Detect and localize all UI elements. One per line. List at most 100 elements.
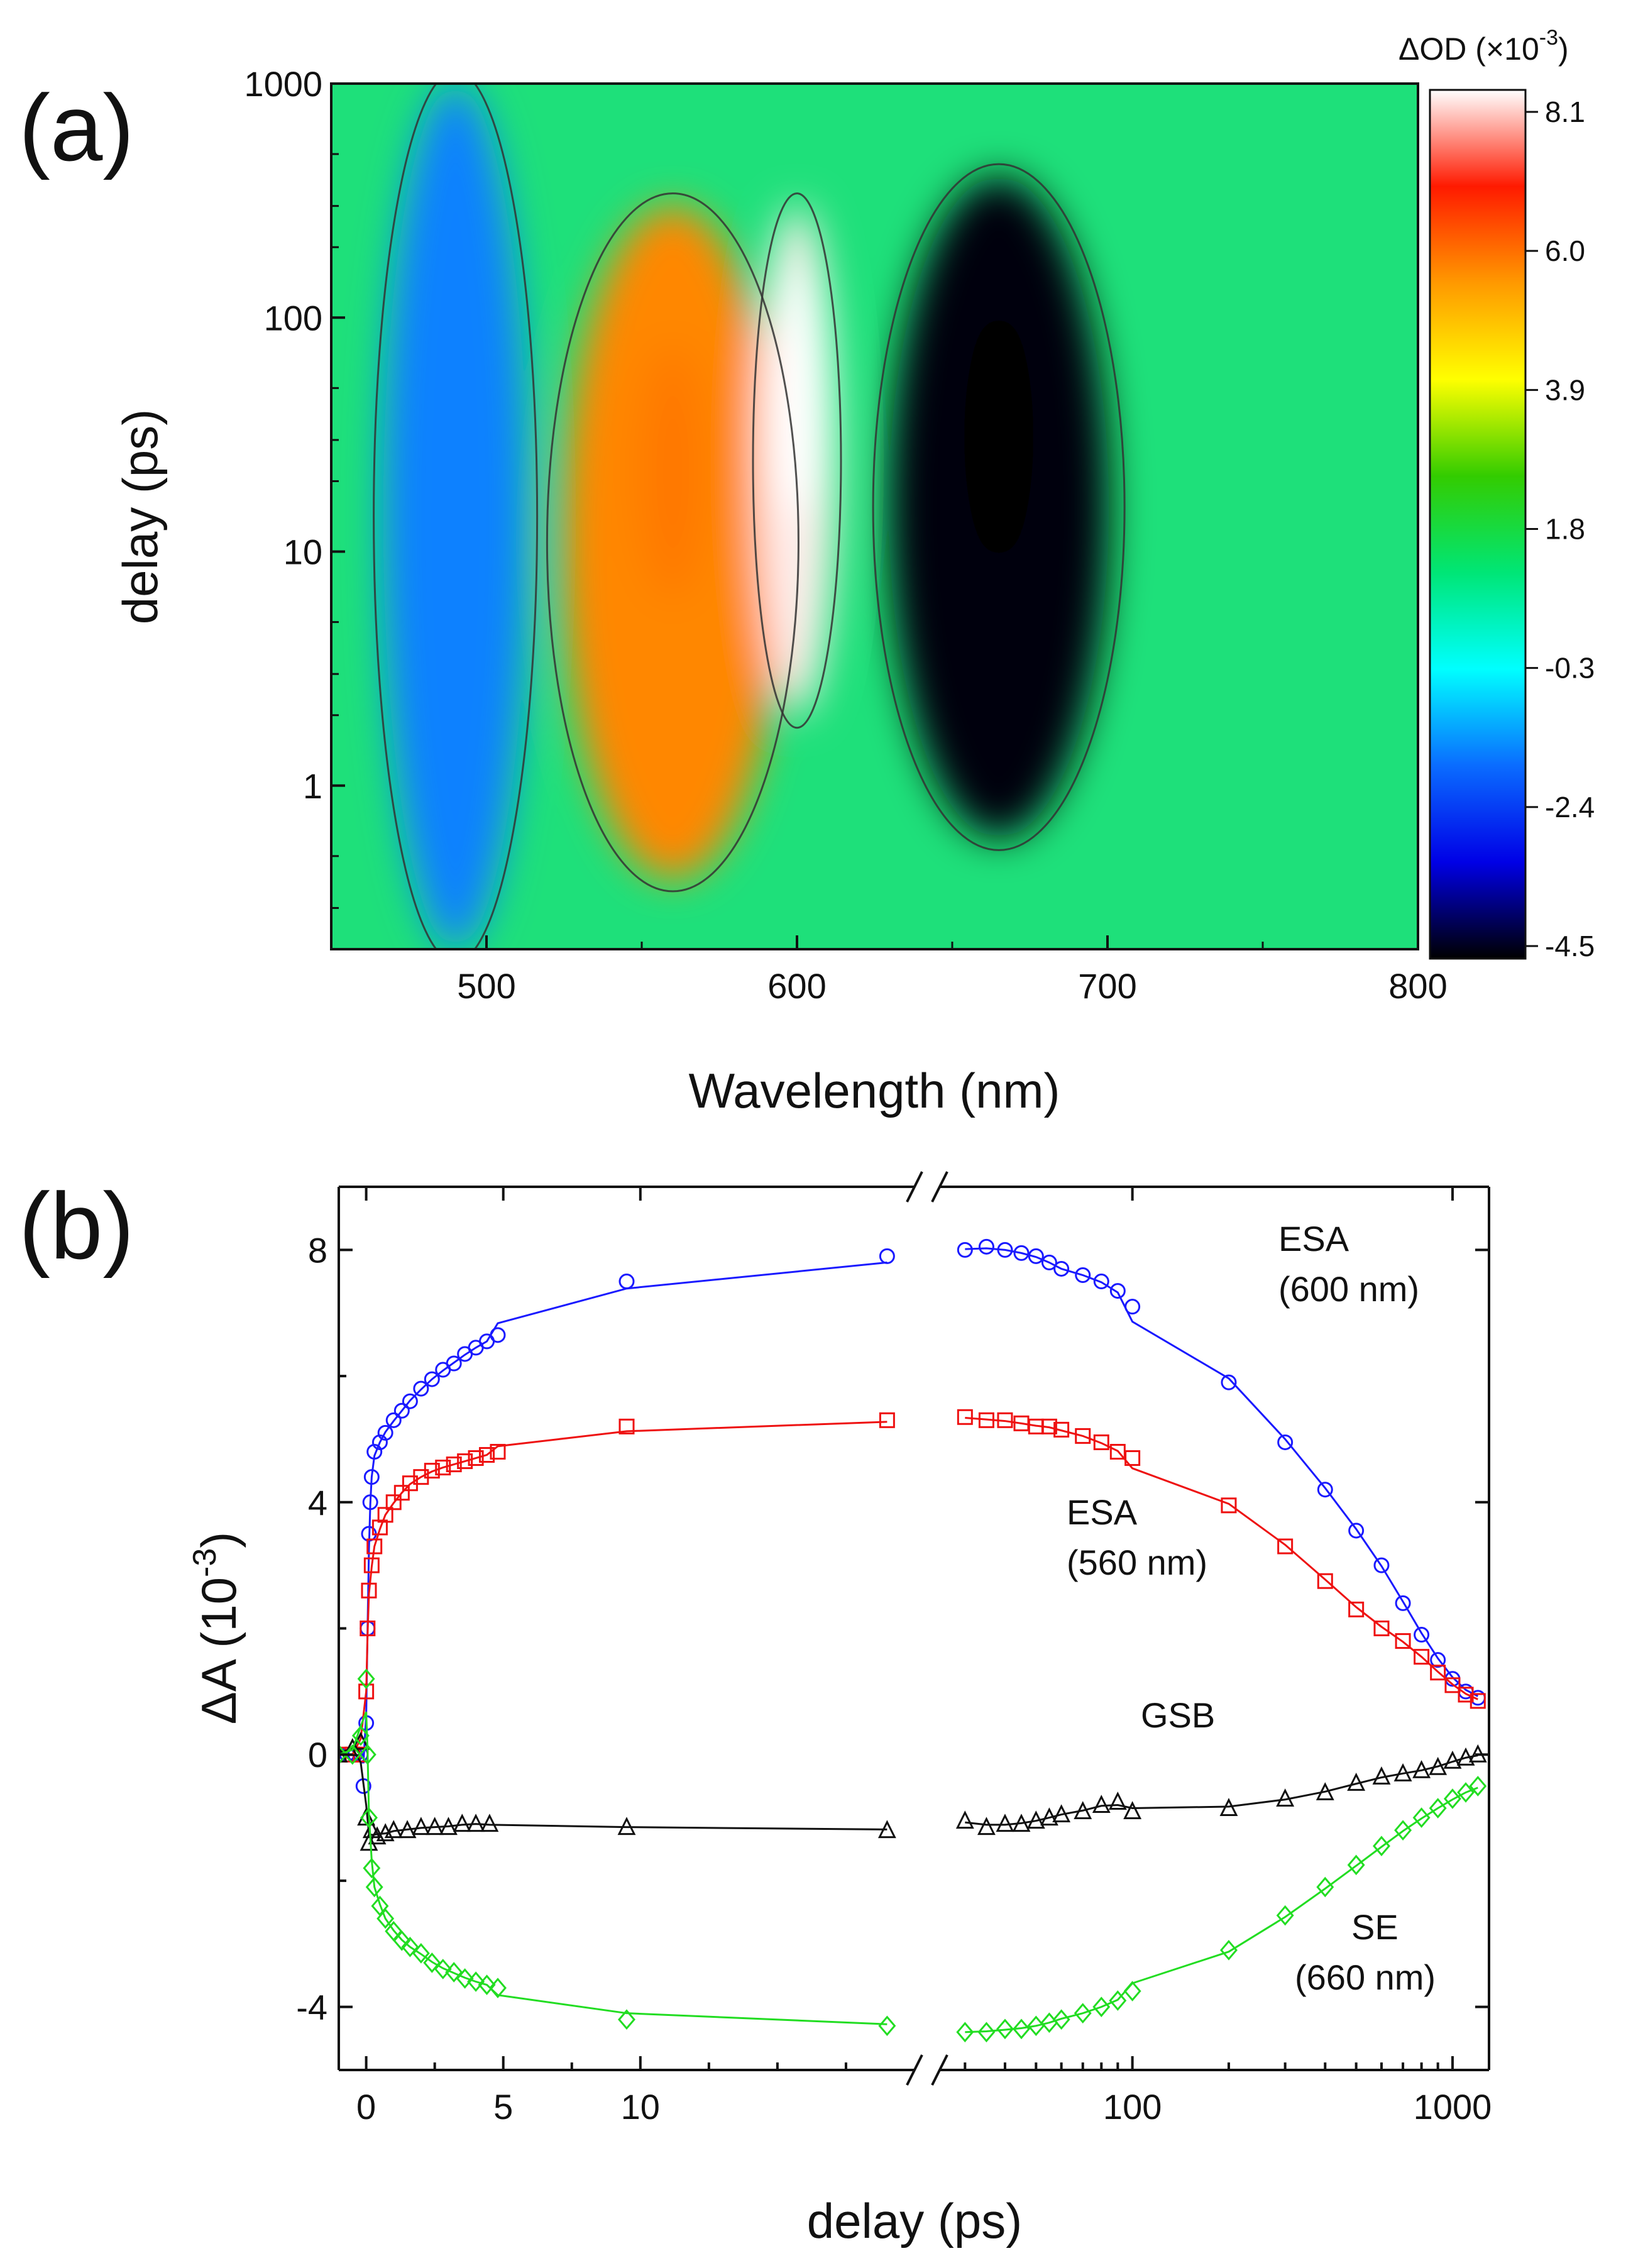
data-point-gsb-2 xyxy=(362,1820,381,1839)
colorbar-tick-label: 6.0 xyxy=(1545,234,1585,267)
data-point-se-3 xyxy=(618,2009,635,2030)
axis-break-mark-bottom-1 xyxy=(931,2054,948,2086)
data-point-se-3 xyxy=(351,1725,370,1746)
data-point-gsb-2 xyxy=(398,1820,417,1839)
data-point-se-3 xyxy=(1219,1940,1238,1961)
data-point-esa-1 xyxy=(1075,1428,1091,1444)
data-point-esa-1 xyxy=(366,1538,383,1555)
data-point-se-3 xyxy=(489,1978,507,1998)
data-point-gsb-2 xyxy=(1040,1807,1058,1826)
colorbar-title-exponent: -3 xyxy=(1539,26,1558,50)
data-point-se-3 xyxy=(1109,1990,1127,2011)
colorbar-tick-label: -2.4 xyxy=(1545,791,1595,823)
data-point-esa-0 xyxy=(385,1412,402,1428)
panel-b: (b) 0 5 10 100 1000 -4 0 4 8 delay (ps) ΔA (10-3… xyxy=(19,1171,1492,2249)
colorbar-title: ΔOD (×10-3) xyxy=(1398,26,1569,67)
data-point-se-3 xyxy=(423,1952,441,1973)
data-point-esa-0 xyxy=(1109,1283,1126,1299)
data-point-gsb-2 xyxy=(1443,1750,1462,1769)
data-point-gsb-2 xyxy=(1372,1766,1391,1785)
data-point-esa-1 xyxy=(490,1444,506,1460)
kinetics-y-axis-title: ΔA (10-3) xyxy=(187,1532,246,1724)
data-point-gsb-2 xyxy=(360,1832,378,1851)
data-point-se-3 xyxy=(339,1744,348,1765)
data-point-gsb-2 xyxy=(439,1817,458,1836)
data-point-esa-0 xyxy=(363,1469,380,1485)
data-point-se-3 xyxy=(1443,1788,1461,1809)
heatmap-core-esa-band xyxy=(638,346,708,598)
data-point-se-3 xyxy=(434,1959,452,1979)
data-point-gsb-2 xyxy=(1412,1759,1431,1778)
data-point-se-3 xyxy=(1372,1836,1390,1857)
data-point-esa-1 xyxy=(978,1412,994,1428)
label-se-wavelength: (660 nm) xyxy=(1295,1957,1436,1997)
data-point-esa-1 xyxy=(424,1463,440,1479)
kinetics-y-tick-label: 4 xyxy=(308,1483,327,1522)
data-point-esa-0 xyxy=(413,1380,429,1397)
kinetics-plot xyxy=(339,1238,1487,2043)
colorbar: 8.1 6.0 3.9 1.8 -0.3 -2.4 -4.5 ΔOD (×10-3) xyxy=(1398,26,1595,962)
panel-a: (a) 500 600 700 800 1 10 100 1000 Wavelength (n… xyxy=(19,26,1595,1118)
data-point-esa-1 xyxy=(879,1412,895,1428)
fit-curve-esa-1-seg0 xyxy=(339,1421,887,1756)
kinetics-axes: 0 5 10 100 1000 -4 0 4 8 xyxy=(296,1171,1492,2127)
panel-a-label: (a) xyxy=(19,75,134,180)
data-point-gsb-2 xyxy=(955,1810,974,1829)
heatmap-frame xyxy=(330,82,1419,950)
data-point-se-3 xyxy=(393,1930,411,1951)
kinetics-y-axis-title-main: ΔA (10 xyxy=(191,1577,246,1724)
data-point-esa-1 xyxy=(1414,1649,1430,1665)
axis-break-mark-top-1 xyxy=(931,1171,948,1203)
data-point-se-3 xyxy=(478,1974,496,1995)
data-point-se-3 xyxy=(445,1962,463,1983)
data-point-esa-1 xyxy=(1348,1601,1365,1617)
data-point-esa-0 xyxy=(362,1494,378,1511)
data-point-gsb-2 xyxy=(426,1817,444,1836)
label-esa-600: ESA xyxy=(1278,1219,1349,1258)
data-point-esa-1 xyxy=(618,1418,635,1434)
data-point-gsb-2 xyxy=(1347,1773,1366,1791)
data-point-esa-1 xyxy=(1395,1633,1411,1649)
data-point-se-3 xyxy=(363,1858,381,1879)
colorbar-title-close: ) xyxy=(1558,31,1569,67)
data-point-esa-1 xyxy=(457,1453,473,1470)
label-se: SE xyxy=(1351,1907,1398,1947)
contour-se-band xyxy=(872,163,1126,851)
data-point-gsb-2 xyxy=(412,1817,431,1836)
contour-esa-band xyxy=(546,192,800,893)
heatmap-axes: 500 600 700 800 1 10 100 1000 xyxy=(244,64,1447,1006)
data-point-esa-1 xyxy=(1053,1421,1070,1438)
heatmap-y-tick-label: 100 xyxy=(264,298,322,338)
data-point-se-3 xyxy=(376,1908,395,1929)
data-point-gsb-2 xyxy=(617,1817,636,1836)
kinetics-x-tick-label: 100 xyxy=(1103,2087,1162,2127)
data-point-esa-0 xyxy=(1395,1595,1411,1611)
heatmap-contours xyxy=(373,84,1126,949)
contour-esa-peak xyxy=(752,192,842,729)
data-point-gsb-2 xyxy=(1219,1798,1238,1817)
data-point-esa-0 xyxy=(377,1424,393,1441)
data-point-se-3 xyxy=(357,1668,375,1690)
data-point-gsb-2 xyxy=(453,1814,471,1832)
kinetics-y-tick-label: 8 xyxy=(308,1230,327,1270)
data-point-se-3 xyxy=(1394,1820,1412,1841)
data-point-se-3 xyxy=(1412,1807,1431,1828)
data-point-gsb-2 xyxy=(1052,1804,1071,1823)
data-point-esa-1 xyxy=(468,1450,484,1467)
series-annotations: ESA (600 nm) ESA (560 nm) GSB SE (660 nm… xyxy=(1067,1219,1436,1997)
label-esa-600-wavelength: (600 nm) xyxy=(1278,1269,1419,1309)
data-point-esa-0 xyxy=(1221,1374,1237,1390)
data-point-esa-0 xyxy=(1013,1245,1030,1261)
colorbar-tick-label: -0.3 xyxy=(1545,652,1595,685)
heatmap-x-tick-label: 600 xyxy=(767,966,826,1006)
heatmap-x-tick-label: 500 xyxy=(457,966,515,1006)
data-point-esa-0 xyxy=(393,1402,410,1419)
data-point-se-3 xyxy=(1469,1776,1487,1797)
data-point-esa-1 xyxy=(1444,1677,1461,1693)
data-point-esa-0 xyxy=(1028,1248,1044,1264)
data-point-esa-0 xyxy=(1124,1299,1141,1315)
data-point-se-3 xyxy=(977,2022,996,2043)
data-point-se-3 xyxy=(1123,1981,1141,2001)
data-point-esa-0 xyxy=(446,1355,462,1372)
